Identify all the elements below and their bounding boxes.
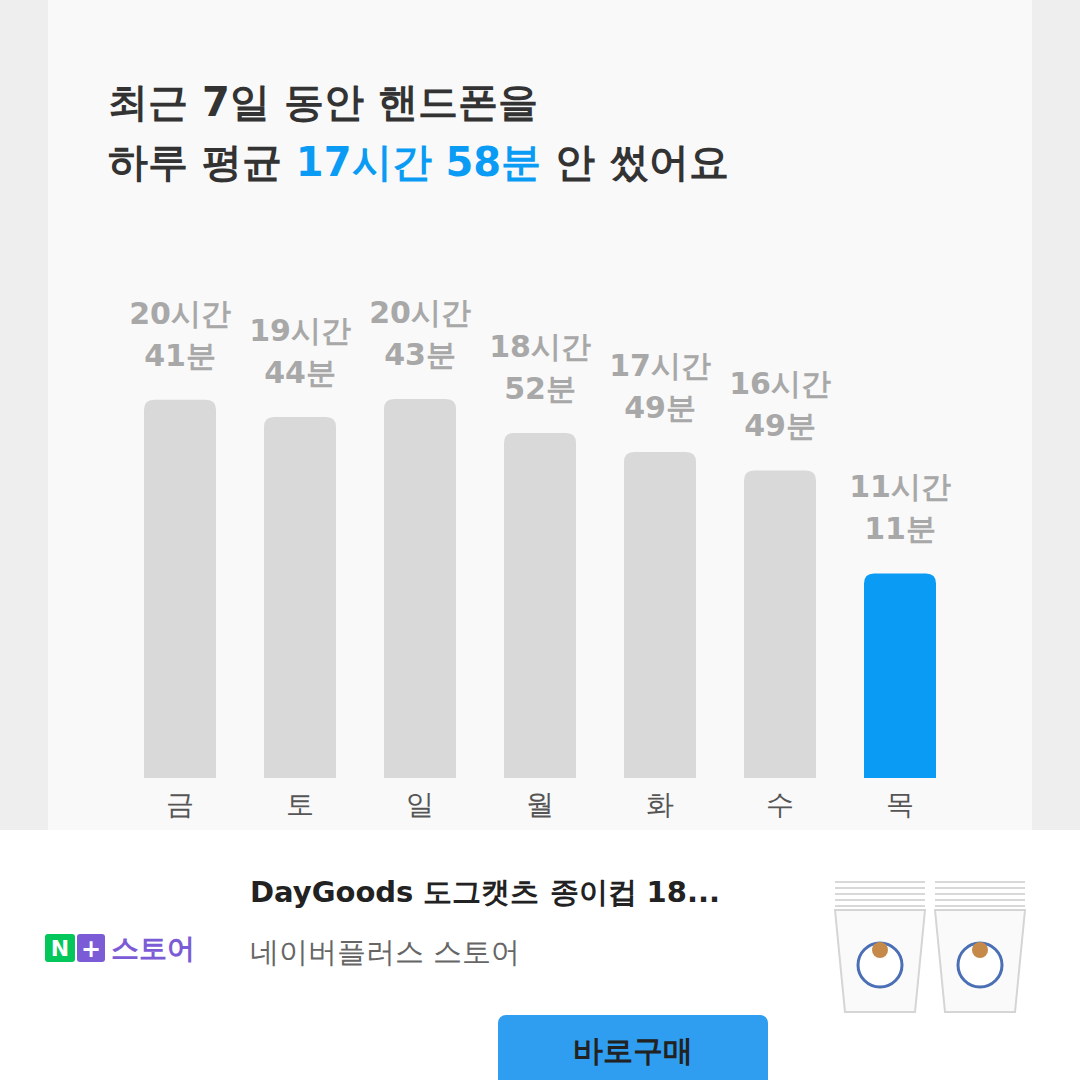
data-label-line: 18시간 (489, 329, 591, 364)
bar (384, 399, 456, 778)
data-label-line: 49분 (624, 390, 696, 425)
title-part: 하루 평균 (108, 139, 282, 185)
data-label: 19시간 44분 (249, 313, 351, 390)
data-label-line: 49분 (744, 408, 816, 443)
data-label: 16시간 49분 (729, 366, 831, 443)
data-label-line: 44분 (264, 355, 336, 390)
store-logo-plus: + (81, 935, 101, 963)
data-label-line: 41분 (144, 338, 216, 373)
x-tick-label: 월 (526, 788, 554, 821)
cup-body (935, 910, 1025, 1012)
data-labels: 20시간 41분 19시간 44분 20시간 43분 18시간 52분 17시간 49분 16시간 4… (129, 295, 951, 546)
x-tick-label: 목 (886, 788, 914, 821)
data-label-line: 20시간 (369, 295, 471, 330)
cup-logo (858, 943, 902, 987)
bar (504, 433, 576, 778)
bars (144, 399, 936, 778)
store-logo-plus-box (77, 934, 105, 962)
cup-rim (835, 905, 925, 907)
x-tick-label: 금 (166, 788, 194, 821)
store-logo-n: N (51, 936, 69, 961)
data-label-line: 52분 (504, 371, 576, 406)
x-tick-label: 토 (286, 788, 314, 821)
data-label-line: 19시간 (249, 313, 351, 348)
cup-logo-dog (872, 942, 888, 958)
data-label-line: 16시간 (729, 366, 831, 401)
product-image (835, 882, 1025, 1012)
cup-rim (935, 893, 1025, 895)
cup-rim (835, 893, 925, 895)
store-logo-n-box (45, 934, 75, 962)
card (48, 0, 1032, 970)
data-label-line: 20시간 (129, 296, 231, 331)
title: 최근 7일 동안 핸드폰을 (108, 79, 538, 125)
title-part: 17시간 58분 (282, 139, 541, 185)
title-line: 하루 평균 17시간 58분 안 썼어요 (108, 139, 729, 185)
screen: 최근 7일 동안 핸드폰을하루 평균 17시간 58분 안 썼어요 20시간 41분… (0, 0, 1080, 1080)
cup-body (835, 910, 925, 1012)
buy-button[interactable] (498, 1015, 768, 1080)
bar (624, 452, 696, 778)
data-label-line: 11분 (864, 511, 936, 546)
data-label: 20시간 41분 (129, 296, 231, 373)
data-label: 11시간 11분 (849, 469, 951, 546)
data-label: 20시간 43분 (369, 295, 471, 372)
buy-button-label[interactable]: 바로구매 (573, 1033, 693, 1068)
page: {"chart_data": {"type": "bar", "title": … (0, 0, 1080, 1080)
cup-rim (935, 899, 1025, 901)
bar (144, 400, 216, 778)
ad-product: DayGoods 도그캣츠 종이컵 18... (250, 875, 720, 909)
cup-rim (835, 899, 925, 901)
data-label: 18시간 52분 (489, 329, 591, 406)
x-tick-label: 수 (766, 788, 794, 821)
x-tick-label: 화 (646, 788, 674, 821)
cup-rim (835, 887, 925, 889)
store-logo-text: 스토어 (111, 932, 195, 965)
ad-seller: 네이버플러스 스토어 (250, 935, 520, 969)
bar (864, 573, 936, 778)
cup-rim (935, 887, 1025, 889)
cup-logo (958, 943, 1002, 987)
title-part: 안 썼어요 (541, 139, 729, 185)
cup-rim (935, 905, 1025, 907)
data-label: 17시간 49분 (609, 348, 711, 425)
bar (744, 470, 816, 778)
cup-rim (835, 881, 925, 883)
data-label-line: 43분 (384, 337, 456, 372)
data-label-line: 11시간 (849, 469, 951, 504)
cup-logo-dog (972, 942, 988, 958)
bar (264, 417, 336, 778)
cup-rim (935, 881, 1025, 883)
x-tick-label: 일 (406, 788, 434, 821)
data-label-line: 17시간 (609, 348, 711, 383)
